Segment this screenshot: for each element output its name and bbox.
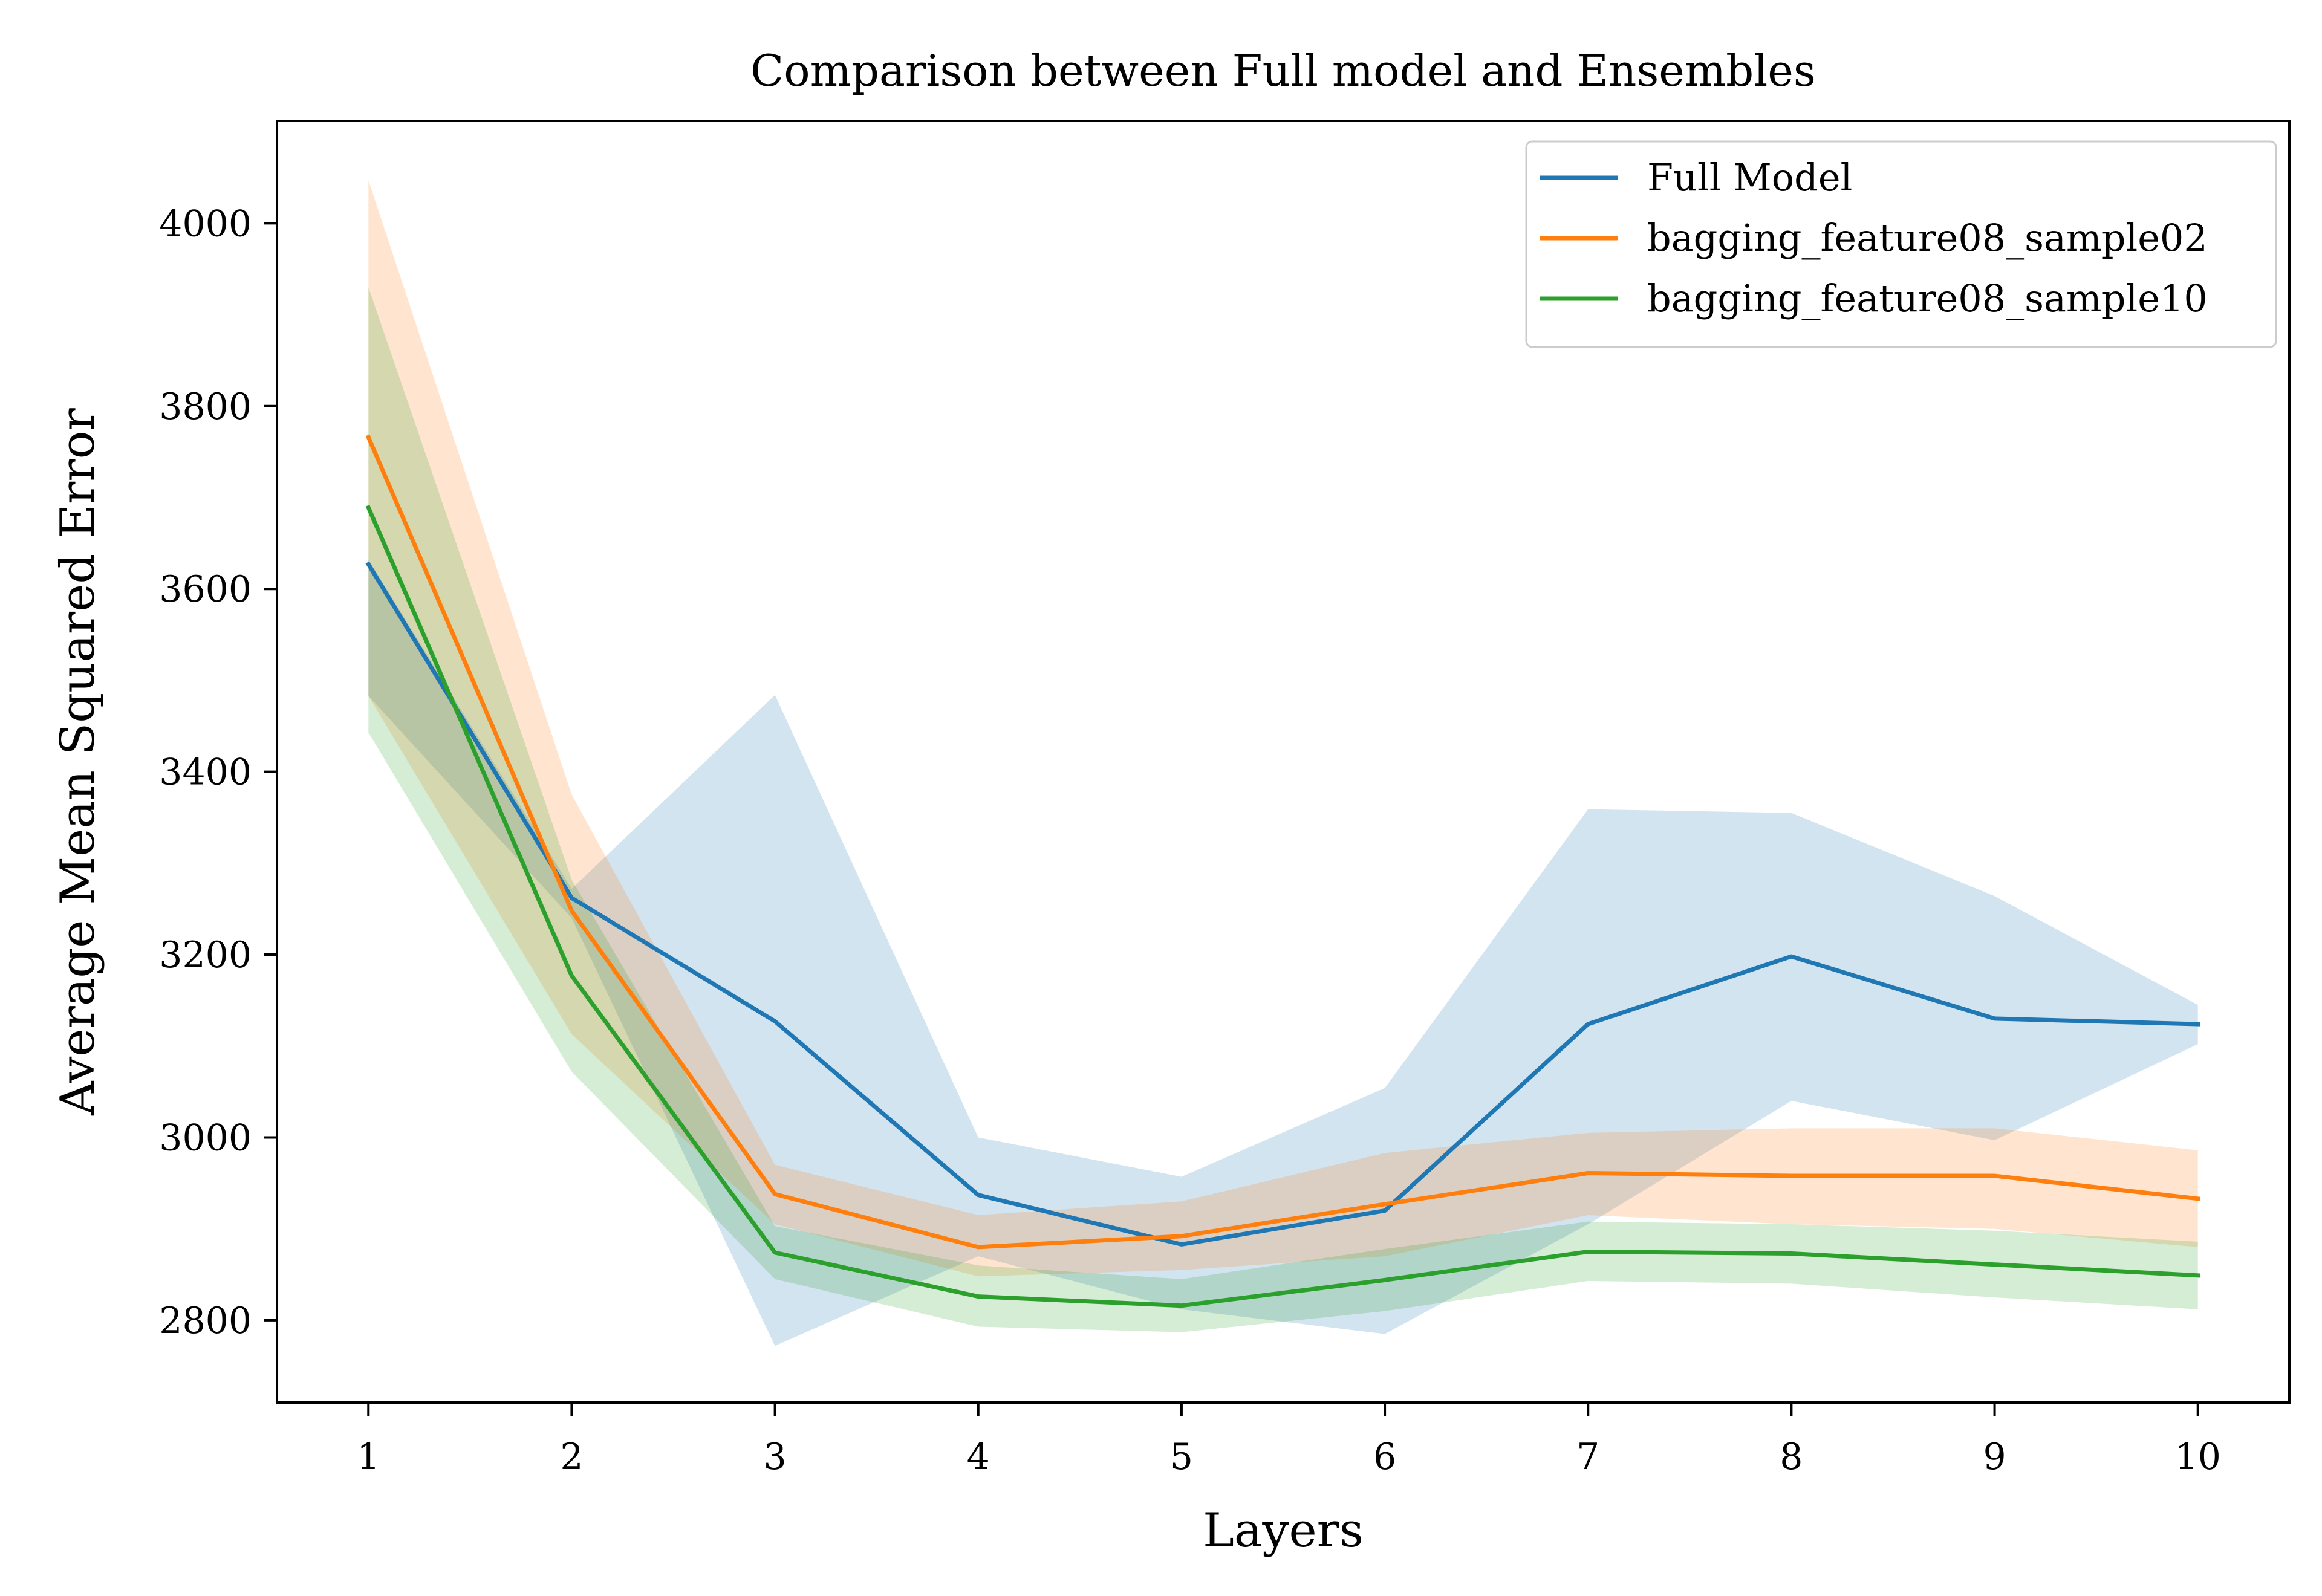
series-lines — [365, 434, 2200, 1308]
y-tick-label: 3800 — [159, 386, 252, 428]
series-line-2 — [365, 434, 2200, 1250]
legend-label: bagging_feature08_sample02 — [1647, 216, 2208, 260]
confidence-band-2 — [368, 180, 2198, 1277]
x-tick-label: 7 — [1576, 1436, 1599, 1478]
legend: Full Model bagging_feature08_sample02bagg… — [1525, 140, 2277, 348]
y-tick-label: 2800 — [159, 1300, 252, 1342]
y-tick-label: 3600 — [159, 568, 252, 611]
x-tick-label: 3 — [764, 1436, 787, 1478]
y-tick-label: 3200 — [159, 934, 252, 976]
legend-box — [1525, 140, 2277, 348]
x-tick-label: 6 — [1373, 1436, 1396, 1478]
x-tick-label: 4 — [967, 1436, 990, 1478]
x-tick-label: 8 — [1780, 1436, 1803, 1478]
chart-title: Comparison between Full model and Ensemb… — [750, 45, 1816, 96]
y-axis-ticks: 2800 3000 3200 3400 3600 3800 4000 — [159, 203, 277, 1342]
legend-label: bagging_feature08_sample10 — [1647, 276, 2208, 320]
series-line-1 — [365, 561, 2200, 1247]
y-tick-label: 3000 — [159, 1117, 252, 1159]
x-axis-ticks: 1 2 3 4 5 6 7 8 9 10 — [357, 1403, 2221, 1478]
series-line-3 — [365, 504, 2200, 1308]
x-tick-label: 9 — [1983, 1436, 2006, 1478]
x-tick-label: 5 — [1170, 1436, 1193, 1478]
x-tick-label: 2 — [560, 1436, 583, 1478]
x-tick-label: 1 — [357, 1436, 380, 1478]
y-tick-label: 4000 — [159, 203, 252, 245]
y-axis-label: Average Mean Squared Error — [51, 407, 105, 1115]
confidence-bands — [368, 180, 2198, 1346]
confidence-band-1 — [368, 559, 2198, 1346]
x-tick-label: 10 — [2175, 1436, 2221, 1478]
legend-label: Full Model — [1647, 155, 1852, 199]
plot-frame — [276, 120, 2291, 1404]
x-axis-label: Layers — [1203, 1504, 1364, 1558]
y-tick-label: 3400 — [159, 751, 252, 794]
